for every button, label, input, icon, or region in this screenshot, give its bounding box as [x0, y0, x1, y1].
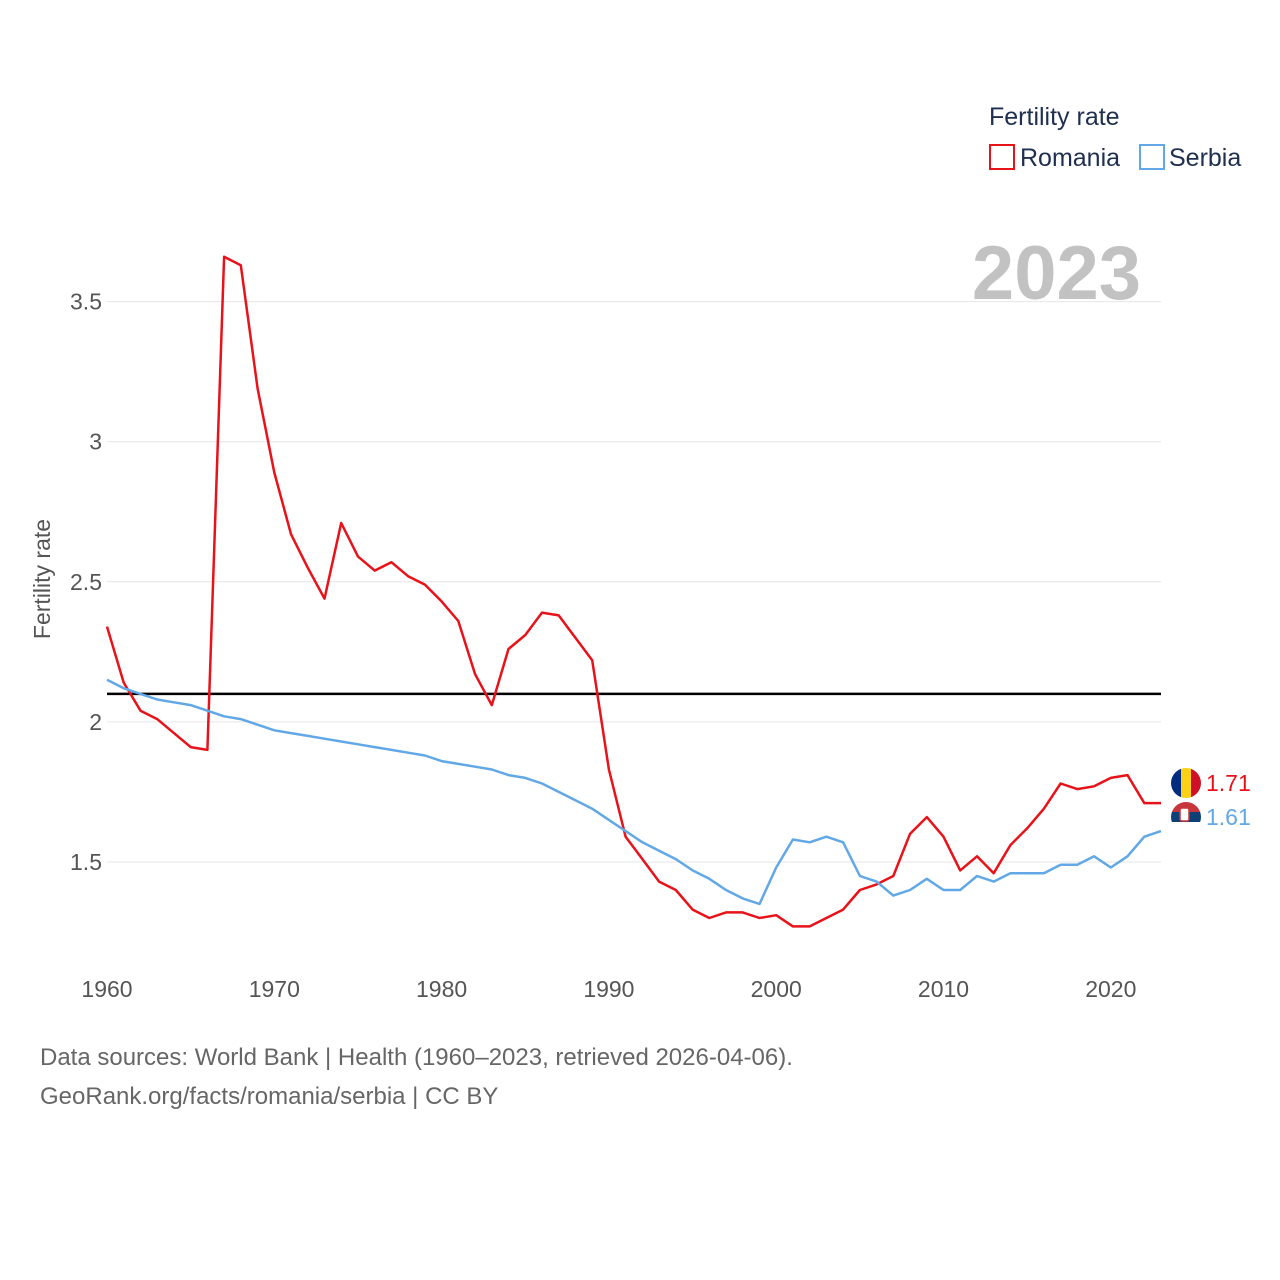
romania-end-value-label: 1.71: [1206, 770, 1251, 796]
y-tick-label: 2.5: [70, 569, 102, 595]
legend-label-serbia: Serbia: [1169, 144, 1241, 172]
footer-sources: Data sources: World Bank | Health (1960–…: [40, 1044, 793, 1071]
legend-title: Fertility rate: [989, 103, 1120, 131]
series-lines: [105, 255, 1162, 928]
footer-credit-link[interactable]: GeoRank.org/facts/romania/serbia | CC BY: [40, 1083, 499, 1110]
legend-label-romania: Romania: [1020, 144, 1120, 172]
legend-swatch-serbia: [1139, 144, 1165, 170]
serbia-flag-icon: [1171, 802, 1201, 832]
series-line-serbia[interactable]: [106, 678, 1162, 906]
grid-lines: [107, 301, 1161, 863]
legend-swatch-romania: [989, 144, 1015, 170]
legend: Fertility rate Romania Serbia: [989, 103, 1241, 172]
x-tick-label: 1970: [249, 976, 300, 1002]
x-tick-label: 1980: [416, 976, 467, 1002]
x-axis-ticks: 1960 1970 1980 1990 2000 2010 2020: [81, 976, 1136, 1002]
x-tick-label: 2000: [751, 976, 802, 1002]
x-tick-label: 2020: [1085, 976, 1136, 1002]
x-tick-label: 1960: [81, 976, 132, 1002]
y-axis-ticks: 1.5 2 2.5 3 3.5: [70, 289, 102, 875]
romania-flag-icon: [1171, 768, 1201, 798]
y-tick-label: 3: [89, 429, 102, 455]
serbia-end-value-label: 1.61: [1206, 804, 1251, 830]
x-tick-label: 2010: [918, 976, 969, 1002]
legend-item-serbia[interactable]: Serbia: [1139, 144, 1241, 172]
x-tick-label: 1990: [583, 976, 634, 1002]
current-year-label: 2023: [972, 231, 1141, 316]
y-axis-label: Fertility rate: [29, 519, 55, 639]
y-tick-label: 1.5: [70, 849, 102, 875]
legend-item-romania[interactable]: Romania: [989, 144, 1120, 172]
y-tick-label: 3.5: [70, 289, 102, 315]
series-line-romania[interactable]: [105, 255, 1161, 928]
y-tick-label: 2: [89, 709, 102, 735]
